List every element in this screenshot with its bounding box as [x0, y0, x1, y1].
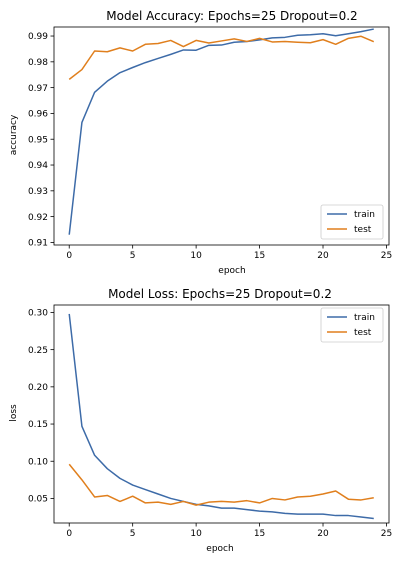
accuracy-x-axis-label: epoch	[218, 266, 245, 276]
loss-legend-train-label: train	[354, 313, 375, 323]
accuracy-y-tick-label: 0.97	[28, 84, 48, 94]
accuracy-y-tick-label: 0.91	[28, 239, 48, 249]
loss-x-tick-label: 25	[381, 529, 392, 539]
accuracy-x-tick-label: 0	[66, 251, 72, 261]
loss-x-tick-label: 15	[254, 529, 265, 539]
accuracy-legend: train test	[320, 204, 384, 240]
loss-x-tick-label: 5	[130, 529, 136, 539]
accuracy-series-test-line	[68, 35, 375, 80]
accuracy-legend-train-label: train	[354, 210, 375, 220]
accuracy-chart-title: Model Accuracy: Epochs=25 Dropout=0.2	[106, 9, 357, 23]
loss-y-tick-label: 0.30	[28, 309, 48, 319]
loss-y-tick-label: 0.15	[28, 420, 48, 430]
accuracy-x-tick-label: 5	[130, 251, 136, 261]
loss-legend-test-label: test	[354, 328, 372, 338]
accuracy-legend-test-label: test	[354, 225, 372, 235]
loss-x-tick-label: 10	[190, 529, 202, 539]
loss-series-train-line	[68, 313, 374, 520]
accuracy-chart: Model Accuracy: Epochs=25 Dropout=0.2 ep…	[9, 9, 392, 276]
loss-x-tick-label: 0	[66, 529, 72, 539]
accuracy-y-tick-label: 0.92	[28, 213, 48, 223]
loss-plot-area: 0 5 10 15 20 25 0.05 0.10 0.15 0.20 0.25 0.30	[28, 304, 392, 539]
accuracy-y-tick-label: 0.98	[28, 58, 48, 68]
accuracy-y-tick-label: 0.93	[28, 187, 48, 197]
loss-y-tick-label: 0.25	[28, 346, 48, 356]
loss-x-tick-label: 20	[317, 529, 329, 539]
loss-y-axis-label: loss	[9, 404, 19, 422]
loss-series-test-line	[68, 463, 374, 506]
accuracy-axes-frame	[53, 26, 390, 246]
accuracy-x-tick-label: 20	[317, 251, 329, 261]
loss-chart-title: Model Loss: Epochs=25 Dropout=0.2	[108, 287, 332, 301]
loss-y-tick-label: 0.05	[28, 495, 48, 505]
accuracy-series-train-line	[68, 28, 374, 235]
loss-axes-frame	[53, 304, 390, 524]
accuracy-plot-area: 0 5 10 15 20 25 0.91 0.92 0.93 0.94 0.95 0.96 0.97 0.…	[28, 26, 392, 261]
loss-legend: train test	[320, 307, 384, 343]
accuracy-y-tick-label: 0.94	[28, 161, 48, 171]
loss-y-tick-label: 0.10	[28, 457, 48, 467]
accuracy-y-tick-label: 0.95	[28, 135, 48, 145]
accuracy-x-tick-label: 25	[381, 251, 392, 261]
accuracy-y-tick-label: 0.96	[28, 110, 48, 120]
accuracy-x-tick-label: 10	[190, 251, 202, 261]
loss-y-tick-label: 0.20	[28, 383, 48, 393]
accuracy-y-tick-label: 0.99	[28, 32, 48, 42]
loss-chart: Model Loss: Epochs=25 Dropout=0.2 epoch …	[9, 287, 392, 554]
accuracy-y-axis-label: accuracy	[9, 114, 19, 155]
loss-x-axis-label: epoch	[206, 544, 233, 554]
accuracy-x-tick-label: 15	[254, 251, 265, 261]
